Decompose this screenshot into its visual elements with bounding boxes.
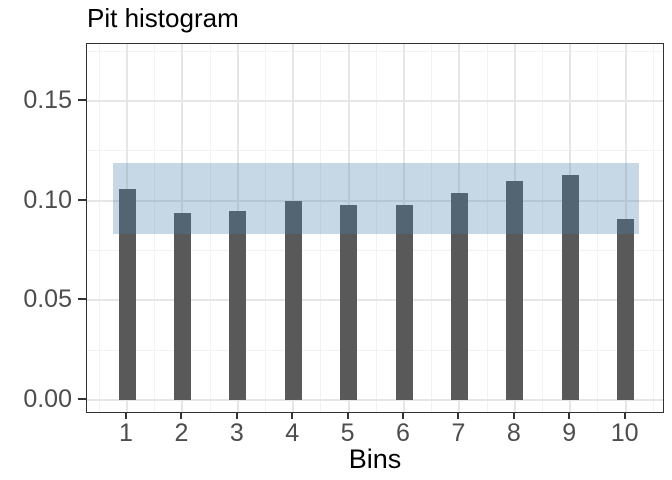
minor-gridline-vertical — [98, 44, 100, 412]
x-tick-label: 1 — [119, 419, 133, 447]
x-axis-tick — [457, 413, 460, 419]
major-gridline-horizontal — [87, 199, 663, 202]
minor-gridline-vertical — [209, 44, 211, 412]
minor-gridline-horizontal — [87, 250, 663, 251]
x-axis-tick — [512, 413, 515, 419]
minor-gridline-vertical — [597, 44, 599, 412]
y-axis-tick — [78, 198, 86, 201]
y-axis-tick — [78, 298, 86, 301]
major-gridline-horizontal — [87, 399, 663, 401]
major-gridline-horizontal — [87, 299, 663, 302]
x-axis-tick — [402, 413, 404, 419]
plot-panel — [86, 43, 664, 413]
minor-gridline-vertical — [154, 44, 156, 412]
minor-gridline-vertical — [320, 44, 322, 412]
x-axis-tick — [291, 413, 294, 419]
x-axis-tick — [568, 413, 571, 419]
x-axis-tick — [125, 413, 127, 419]
x-axis-tick — [346, 413, 349, 419]
x-tick-label: 7 — [451, 419, 466, 447]
y-axis-tick — [78, 99, 86, 102]
minor-gridline-vertical — [431, 44, 433, 412]
y-tick-label: 0.15 — [23, 86, 72, 115]
minor-gridline-vertical — [652, 44, 654, 412]
x-axis-tick — [180, 413, 183, 419]
x-axis-tick — [623, 413, 626, 419]
minor-gridline-vertical — [265, 44, 266, 412]
minor-gridline-horizontal — [87, 349, 663, 351]
histogram-bar — [617, 218, 635, 400]
x-tick-label: 10 — [610, 419, 639, 447]
x-tick-label: 4 — [285, 419, 300, 447]
x-axis-tick — [235, 413, 238, 419]
histogram-bar — [118, 188, 136, 400]
histogram-bar — [395, 204, 413, 400]
histogram-bar — [229, 210, 247, 400]
histogram-bar — [561, 174, 579, 400]
x-tick-label: 9 — [562, 419, 577, 447]
histogram-bar — [340, 204, 358, 400]
x-tick-label: 2 — [174, 419, 189, 447]
y-axis-tick — [78, 398, 86, 400]
y-tick-label: 0.10 — [23, 185, 72, 214]
histogram-bar — [284, 200, 302, 400]
minor-gridline-vertical — [486, 44, 488, 412]
y-tick-label: 0.05 — [23, 285, 72, 314]
minor-gridline-horizontal — [87, 50, 663, 52]
x-tick-label: 8 — [506, 419, 521, 447]
x-axis-title: Bins — [348, 444, 402, 474]
uniformity-confidence-band — [113, 162, 640, 235]
major-gridline-horizontal — [87, 100, 663, 103]
histogram-bar — [450, 192, 468, 400]
minor-gridline-vertical — [542, 44, 543, 412]
x-tick-label: 3 — [229, 419, 244, 447]
histogram-bar — [506, 180, 524, 400]
minor-gridline-horizontal — [87, 150, 663, 152]
histogram-bar — [173, 212, 191, 400]
x-tick-label: 6 — [396, 419, 410, 447]
chart-title: Pit histogram — [87, 3, 239, 33]
minor-gridline-vertical — [375, 44, 377, 412]
y-tick-label: 0.00 — [23, 385, 72, 413]
x-tick-label: 5 — [340, 419, 355, 447]
